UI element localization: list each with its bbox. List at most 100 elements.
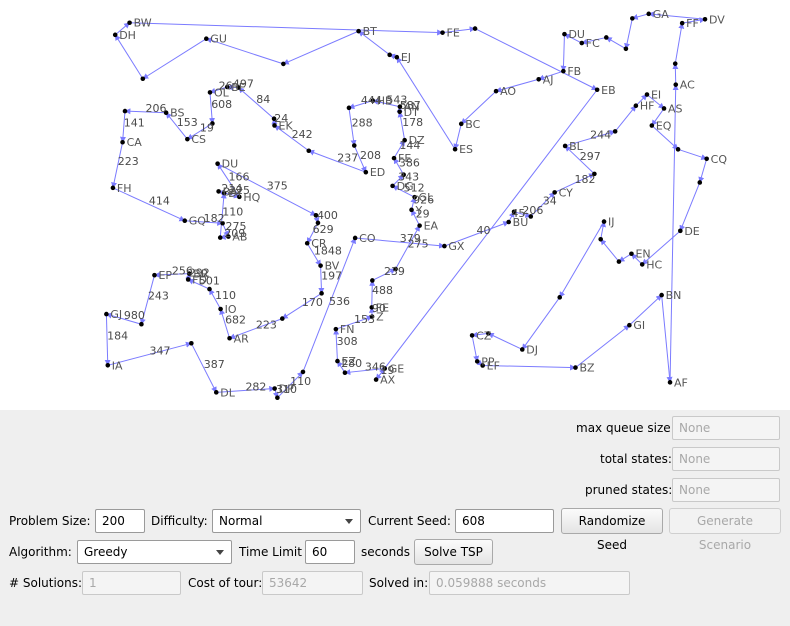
city-node: [387, 52, 392, 58]
tour-edge: [563, 33, 583, 44]
tour-edge: [538, 70, 564, 81]
current-seed-input[interactable]: 608: [455, 509, 554, 533]
tour-edge: [631, 253, 643, 265]
tour-edge: [395, 225, 421, 270]
city-node: [189, 340, 194, 346]
tour-edge: [698, 158, 708, 184]
edge-cost-label: 379: [400, 232, 421, 245]
tour-edge: [460, 90, 497, 125]
tour-edge: [217, 163, 240, 198]
tour-edge: [396, 56, 456, 150]
city-label: FE: [398, 152, 411, 165]
tour-edge: [393, 157, 405, 175]
tour-edge: [661, 295, 673, 383]
city-label: FC: [586, 37, 600, 50]
city-node: [227, 335, 232, 341]
city-node: [472, 26, 478, 31]
city-node: [213, 390, 219, 395]
tour-edge: [219, 308, 231, 339]
randomize-seed-button[interactable]: Randomize Seed: [561, 508, 663, 552]
tour-edge: [306, 222, 319, 244]
city-label: EP: [158, 269, 172, 282]
city-node: [661, 106, 667, 111]
city-node: [272, 123, 277, 128]
edge-cost-label: 40: [477, 224, 491, 237]
tour-edge: [358, 30, 390, 56]
tour-edge: [111, 142, 124, 189]
tour-edge: [281, 292, 322, 320]
tour-edge: [222, 223, 229, 238]
city-label: DP: [279, 383, 294, 396]
city-node: [217, 235, 223, 240]
difficulty-select[interactable]: Normal: [212, 509, 361, 533]
max-queue-size-label: max queue size:: [576, 421, 675, 435]
city-node: [218, 306, 223, 312]
solve-tsp-button[interactable]: Solve TSP: [414, 539, 493, 565]
edge-cost-label: 182: [575, 173, 596, 186]
tour-edge: [682, 17, 706, 24]
edge-cost-label: 387: [204, 358, 225, 371]
tour-edge: [306, 242, 322, 267]
chevron-down-icon: [216, 550, 224, 555]
city-label: BZ: [579, 362, 595, 375]
city-node: [112, 32, 118, 38]
city-label: DZ: [409, 134, 425, 147]
cost-field[interactable]: 53642: [262, 571, 363, 595]
time-limit-input[interactable]: 60: [305, 540, 355, 564]
city-node: [673, 82, 679, 87]
city-node: [370, 278, 375, 283]
city-label: BA: [223, 185, 239, 198]
solved-in-field[interactable]: 0.059888 seconds: [429, 571, 630, 595]
total-states-field[interactable]: None: [672, 447, 780, 471]
city-label: DJ: [526, 343, 538, 356]
problem-size-input[interactable]: 200: [95, 509, 145, 533]
city-node: [639, 262, 645, 267]
city-node: [152, 272, 157, 278]
city-label: AC: [680, 79, 695, 92]
edge-cost-label: 256: [172, 264, 193, 277]
city-node: [594, 87, 600, 93]
city-node: [185, 277, 191, 282]
city-label: GA: [653, 8, 670, 21]
tour-edge: [672, 63, 679, 85]
tour-edge: [471, 331, 489, 338]
city-label: FN: [340, 323, 355, 336]
tour-edge: [353, 145, 367, 173]
city-label: GQ: [189, 215, 207, 228]
city-label: HB: [377, 95, 393, 108]
tour-edge: [216, 385, 276, 393]
pruned-states-field[interactable]: None: [672, 478, 780, 502]
tour-edge: [186, 123, 213, 140]
edge-cost-label: 239: [384, 265, 405, 278]
city-node: [519, 347, 525, 352]
city-label: AF: [674, 376, 688, 389]
tour-edge: [487, 332, 523, 350]
problem-size-label: Problem Size:: [9, 514, 91, 528]
city-node: [271, 116, 277, 122]
solutions-field[interactable]: 1: [82, 571, 181, 595]
tour-edge: [308, 149, 367, 173]
edge-cost-label: 141: [124, 117, 145, 130]
tour-edge: [209, 288, 222, 310]
tour-edge: [559, 221, 605, 298]
city-node: [352, 235, 358, 241]
edge-cost-label: 208: [360, 149, 381, 162]
city-node: [313, 213, 319, 218]
city-node: [306, 148, 312, 154]
tour-edge: [337, 360, 346, 373]
city-node: [318, 263, 323, 268]
city-node: [110, 185, 116, 191]
generate-scenario-button[interactable]: Generate Scenario: [669, 508, 781, 552]
tour-edge: [631, 13, 649, 20]
city-node: [493, 88, 499, 94]
algorithm-select[interactable]: Greedy: [77, 540, 232, 564]
max-queue-size-field[interactable]: None: [672, 416, 780, 440]
tour-edge: [393, 139, 406, 159]
tour-edge: [129, 22, 444, 36]
city-node: [623, 46, 629, 52]
tour-edge: [581, 36, 607, 45]
city-label: FF: [686, 17, 699, 30]
tour-edge: [229, 318, 283, 340]
city-label: DT: [404, 106, 419, 119]
city-node: [369, 305, 375, 310]
